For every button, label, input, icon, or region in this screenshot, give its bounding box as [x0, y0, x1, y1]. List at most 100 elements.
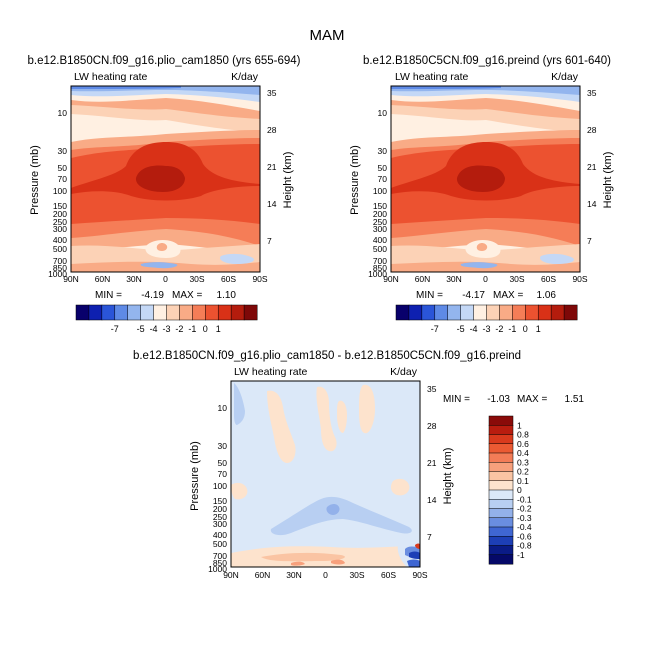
colorbar-swatch	[488, 489, 514, 500]
colorbar-swatch	[127, 304, 142, 321]
colorbar-swatch	[488, 434, 514, 445]
colorbar-swatch	[217, 304, 232, 321]
panel-2-ylabel-left: Pressure (mb)	[349, 145, 361, 215]
colorbar-label: 0.2	[517, 467, 529, 477]
colorbar-label: -0.8	[517, 541, 532, 551]
x-tick-label: 90N	[383, 274, 399, 284]
colorbar-label: -0.2	[517, 504, 532, 514]
colorbar-swatch	[563, 304, 578, 321]
panel-3: b.e12.B1850CN.f09_g16.plio_cam1850 - b.e…	[133, 350, 584, 580]
pressure-tick: 700	[213, 551, 227, 561]
panel-1: b.e12.B1850CN.f09_g16.plio_cam1850 (yrs …	[28, 55, 301, 301]
panel-2-ylabel-right: Height (km)	[602, 152, 614, 209]
pressure-tick: 850	[213, 558, 227, 568]
pressure-tick: 150	[53, 201, 67, 211]
height-tick: 14	[427, 495, 437, 505]
colorbar-swatch	[192, 304, 206, 321]
colorbar-label: 0.1	[517, 476, 529, 486]
pressure-tick: 1000	[208, 564, 227, 574]
pressure-tick: 200	[373, 209, 387, 219]
x-tick-label: 30S	[189, 274, 204, 284]
x-tick-label: 90N	[63, 274, 79, 284]
height-tick: 21	[267, 162, 277, 172]
panel-1-min-value: -4.19	[141, 290, 164, 301]
colorbar-label: -1	[188, 324, 196, 334]
panel-3-min-label: MIN =	[443, 394, 470, 405]
panel-3-units: K/day	[390, 366, 418, 378]
pressure-tick: 250	[53, 217, 67, 227]
panel-1-pressure-ticks: 10 30 50 70 100 150 200 250 300 400 500 …	[48, 108, 67, 279]
panel-2-units: K/day	[551, 71, 579, 83]
pressure-tick: 150	[373, 201, 387, 211]
x-tick-label: 60S	[221, 274, 236, 284]
colorbar-label: -7	[111, 324, 119, 334]
colorbar-swatch	[205, 304, 219, 321]
panel-1-max-label: MAX =	[172, 290, 202, 301]
colorbar-swatch	[114, 304, 129, 321]
panel-2: b.e12.B1850C5CN.f09_g16.preind (yrs 601-…	[349, 55, 614, 301]
colorbar-swatch	[488, 443, 514, 454]
pressure-tick: 30	[218, 441, 228, 451]
colorbar-label: -3	[162, 324, 170, 334]
pressure-tick: 700	[373, 256, 387, 266]
x-tick-label: 90S	[572, 274, 587, 284]
colorbar-swatch	[488, 471, 514, 482]
colorbar-swatch	[537, 304, 552, 321]
panel-3-plot	[230, 380, 421, 568]
panel-1-field: LW heating rate	[74, 71, 148, 83]
pressure-tick: 500	[213, 539, 227, 549]
colorbar-panel-1: -7 -5 -4 -3 -2 -1 0 1	[75, 304, 258, 334]
panel-3-x-ticks: 90N 60N 30N 0 30S 60S 90S	[223, 570, 428, 580]
colorbar-swatch	[395, 304, 410, 321]
pressure-tick: 1000	[368, 269, 387, 279]
colorbar-swatch	[101, 304, 116, 321]
colorbar-swatch	[230, 304, 245, 321]
colorbar-label: -7	[431, 324, 439, 334]
colorbar-label: -4	[150, 324, 158, 334]
colorbar-label: 1	[517, 420, 522, 430]
colorbar-swatch	[166, 304, 180, 321]
pressure-tick: 30	[378, 146, 388, 156]
panel-3-ylabel-left: Pressure (mb)	[189, 441, 201, 511]
colorbar-swatch	[488, 499, 514, 509]
colorbar-swatch	[88, 304, 103, 321]
panel-1-min-label: MIN =	[95, 290, 122, 301]
pressure-tick: 850	[373, 263, 387, 273]
height-tick: 28	[427, 421, 437, 431]
pressure-tick: 70	[218, 469, 228, 479]
panel-1-height-ticks: 35 28 21 14 7	[267, 88, 277, 246]
pressure-tick: 50	[58, 163, 68, 173]
colorbar-panel-2: -7 -5 -4 -3 -2 -1 0 1	[395, 304, 578, 334]
panel-2-plot	[390, 85, 581, 273]
colorbar-label: -5	[137, 324, 145, 334]
colorbar-swatch	[488, 462, 514, 472]
height-tick: 35	[427, 384, 437, 394]
pressure-tick: 150	[213, 496, 227, 506]
pressure-tick: 400	[53, 235, 67, 245]
colorbar-swatch	[421, 304, 436, 321]
x-tick-label: 90N	[223, 570, 239, 580]
x-tick-label: 60N	[255, 570, 271, 580]
colorbar-panel-3: 10.80.60.40.30.20.10-0.1-0.2-0.3-0.4-0.6…	[488, 415, 532, 565]
colorbar-swatch	[460, 304, 475, 321]
colorbar-swatch	[488, 415, 514, 426]
pressure-tick: 100	[373, 186, 387, 196]
panel-3-field: LW heating rate	[234, 366, 308, 378]
colorbar-label: -1	[517, 550, 525, 560]
colorbar-swatch	[550, 304, 565, 321]
panel-2-max-value: 1.06	[537, 290, 557, 301]
pressure-tick: 300	[213, 519, 227, 529]
panel-2-field: LW heating rate	[395, 71, 469, 83]
colorbar-label: -3	[482, 324, 490, 334]
x-tick-label: 60N	[95, 274, 111, 284]
height-tick: 14	[587, 199, 597, 209]
pressure-tick: 200	[213, 504, 227, 514]
panel-1-plot	[70, 85, 261, 273]
panel-1-x-ticks: 90N 60N 30N 0 30S 60S 90S	[63, 274, 268, 284]
colorbar-swatch	[243, 304, 258, 321]
pressure-tick: 10	[378, 108, 388, 118]
pressure-tick: 300	[373, 224, 387, 234]
colorbar-swatch	[499, 304, 513, 321]
pressure-tick: 50	[218, 458, 228, 468]
